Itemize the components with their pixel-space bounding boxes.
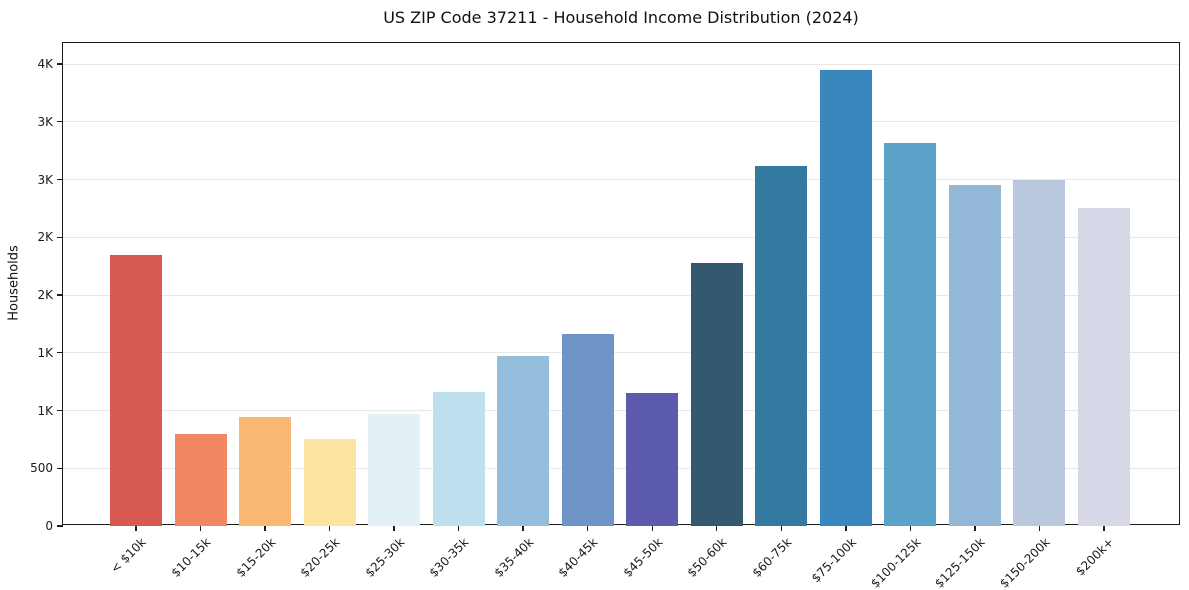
x-tick-mark [199, 526, 202, 531]
x-tick-mark [587, 526, 589, 531]
y-tick-label: 500 [30, 461, 53, 476]
x-tick-label: < $10k [108, 535, 149, 576]
y-tick-mark [57, 467, 63, 469]
x-tick-label: $15-20k [233, 535, 278, 580]
y-tick-label: 1K [37, 345, 53, 360]
x-tick-label: $35-40k [491, 535, 537, 580]
bar [626, 393, 679, 526]
x-tick-mark [780, 526, 782, 531]
y-tick-mark [57, 525, 63, 527]
x-tick-label: $25-30k [362, 535, 408, 580]
plot-area: 0 500 1K 1K 2K 2K 3K 3K 4K < $10k $10-15k $15-20k $2… [30, 42, 1180, 590]
y-tick-mark [57, 236, 63, 238]
bar [755, 165, 808, 526]
bar [1013, 179, 1066, 526]
y-tick-mark [57, 178, 63, 181]
y-tick-label: 1K [37, 403, 53, 418]
gridline [63, 179, 1179, 180]
y-tick-label: 2K [37, 230, 53, 245]
gridline [63, 352, 1179, 354]
x-tick-label: $10-15k [168, 535, 214, 580]
y-tick-label: 0 [45, 519, 53, 533]
x-tick-mark [328, 526, 331, 531]
x-tick-mark [1038, 526, 1041, 531]
bar [690, 262, 743, 526]
y-tick-label: 2K [37, 288, 53, 302]
x-tick-label: $125-150k [932, 535, 988, 590]
y-tick-mark [57, 409, 63, 412]
x-tick-mark [1103, 526, 1105, 531]
chart-title: US ZIP Code 37211 - Household Income Dis… [383, 8, 859, 27]
y-axis-label: Households [6, 245, 22, 321]
x-tick-mark [522, 526, 524, 531]
x-tick-label: $45-50k [620, 535, 666, 580]
bar [561, 334, 614, 526]
bar [884, 142, 937, 526]
bar [368, 413, 421, 526]
gridline [63, 121, 1179, 123]
y-tick-label: 3K [37, 114, 53, 129]
x-tick-mark [974, 526, 976, 531]
gridline [63, 236, 1179, 238]
bar [174, 433, 227, 526]
x-tick-mark [845, 526, 847, 531]
x-tick-mark [393, 526, 395, 531]
bar [819, 69, 872, 526]
bar [432, 392, 485, 526]
bar [239, 417, 292, 526]
x-tick-label: $75-100k [808, 535, 859, 586]
x-tick-label: $20-25k [297, 535, 343, 580]
x-tick-label: $150-200k [996, 535, 1053, 590]
y-tick-mark [57, 121, 63, 123]
x-tick-label: $100-125k [867, 535, 924, 590]
bar [948, 185, 1001, 526]
gridline [63, 467, 1179, 469]
x-tick-mark [909, 526, 912, 531]
y-tick-label: 3K [37, 172, 53, 187]
gridline [63, 63, 1179, 65]
x-tick-label: $40-45k [555, 535, 601, 580]
y-tick-label: 4K [37, 57, 53, 71]
bar [110, 254, 162, 526]
x-tick-label: $50-60k [684, 535, 730, 580]
gridline [63, 410, 1179, 411]
gridline [63, 294, 1179, 296]
bar [1077, 208, 1130, 526]
y-tick-mark [57, 294, 63, 296]
x-tick-mark [716, 526, 718, 531]
x-tick-mark [651, 526, 653, 531]
y-tick-mark [57, 352, 63, 354]
x-tick-label: $200k+ [1073, 535, 1117, 579]
y-tick-mark [57, 63, 63, 65]
x-tick-mark [264, 526, 266, 531]
bar [497, 356, 550, 526]
x-tick-mark [135, 526, 137, 531]
x-tick-label: $30-35k [426, 535, 472, 580]
x-tick-label: $60-75k [749, 535, 795, 580]
x-tick-mark [457, 526, 460, 531]
bar [303, 439, 356, 526]
